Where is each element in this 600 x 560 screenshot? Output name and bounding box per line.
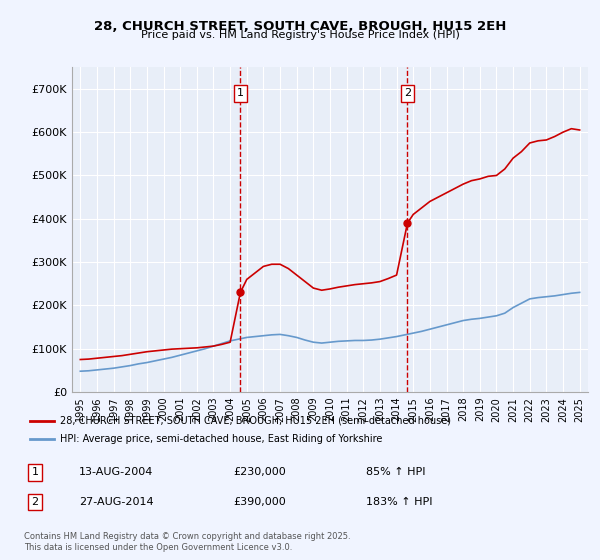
Text: 28, CHURCH STREET, SOUTH CAVE, BROUGH, HU15 2EH (semi-detached house): 28, CHURCH STREET, SOUTH CAVE, BROUGH, H… [60, 416, 451, 426]
Text: 1: 1 [237, 88, 244, 98]
Text: Price paid vs. HM Land Registry's House Price Index (HPI): Price paid vs. HM Land Registry's House … [140, 30, 460, 40]
Text: 13-AUG-2004: 13-AUG-2004 [79, 468, 154, 478]
Text: 1: 1 [32, 468, 38, 478]
Text: 85% ↑ HPI: 85% ↑ HPI [366, 468, 426, 478]
Text: 183% ↑ HPI: 183% ↑ HPI [366, 497, 433, 507]
Text: 2: 2 [404, 88, 411, 98]
Text: 27-AUG-2014: 27-AUG-2014 [79, 497, 154, 507]
Text: £390,000: £390,000 [234, 497, 287, 507]
Text: Contains HM Land Registry data © Crown copyright and database right 2025.
This d: Contains HM Land Registry data © Crown c… [24, 532, 350, 552]
Text: 2: 2 [31, 497, 38, 507]
Text: £230,000: £230,000 [234, 468, 287, 478]
Text: 28, CHURCH STREET, SOUTH CAVE, BROUGH, HU15 2EH: 28, CHURCH STREET, SOUTH CAVE, BROUGH, H… [94, 20, 506, 32]
Text: HPI: Average price, semi-detached house, East Riding of Yorkshire: HPI: Average price, semi-detached house,… [60, 434, 382, 444]
